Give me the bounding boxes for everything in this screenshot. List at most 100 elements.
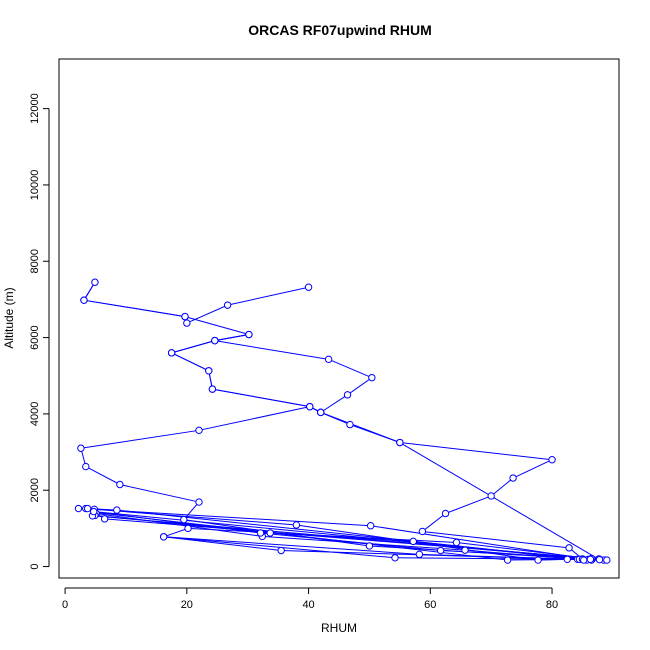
data-point	[317, 408, 325, 417]
series-segment	[320, 411, 401, 443]
x-tick-label: 80	[546, 599, 558, 611]
y-tick-label: 12000	[29, 93, 41, 124]
data-point	[183, 319, 191, 327]
data-point	[82, 462, 90, 471]
y-tick-label: 0	[29, 563, 41, 569]
data-point	[306, 402, 314, 411]
series-segment	[212, 388, 310, 408]
data-point	[586, 555, 595, 564]
series-segment	[399, 442, 600, 561]
plot-frame	[58, 58, 620, 579]
series-segment	[83, 299, 186, 318]
data-point	[304, 283, 313, 291]
series-segment	[445, 495, 492, 514]
series-segment	[119, 484, 200, 503]
data-point	[74, 504, 83, 513]
series-segment	[260, 532, 441, 552]
y-axis-label: Altitude (m)	[2, 287, 16, 348]
data-point	[205, 367, 213, 375]
series-segment	[171, 352, 209, 372]
x-tick-label: 40	[302, 599, 314, 611]
data-point	[563, 555, 571, 564]
series-segment	[347, 377, 373, 396]
data-point	[100, 515, 109, 523]
series-segment	[163, 527, 189, 538]
data-point	[409, 537, 417, 546]
data-point	[534, 556, 542, 564]
x-tick-label: 20	[181, 599, 193, 611]
data-point	[113, 506, 121, 514]
series-segment	[422, 530, 570, 549]
data-point	[603, 556, 611, 564]
series-segment	[198, 406, 310, 431]
series-segment	[490, 477, 514, 497]
data-point	[77, 444, 85, 452]
series-segment	[320, 394, 348, 413]
data-point	[346, 420, 354, 429]
data-point	[441, 509, 450, 518]
data-point	[159, 533, 168, 541]
data-point	[391, 554, 399, 562]
chart-title: ORCAS RF07upwind RHUM	[248, 22, 432, 38]
data-point	[418, 527, 427, 536]
data-point	[452, 538, 461, 547]
x-axis-label: RHUM	[321, 621, 357, 635]
data-point	[548, 455, 556, 464]
series-segment	[94, 508, 297, 526]
data-point	[167, 349, 176, 357]
y-tick-label: 2000	[29, 478, 41, 502]
y-tick-label: 8000	[29, 249, 41, 273]
series-segment	[184, 316, 250, 336]
data-point	[245, 330, 253, 339]
series-segment	[512, 459, 553, 479]
series-lines	[78, 281, 607, 561]
series-segment	[183, 519, 370, 547]
data-point	[509, 474, 517, 482]
data-point	[292, 521, 301, 529]
data-point	[368, 373, 376, 382]
series-segment	[214, 340, 329, 360]
data-point	[365, 542, 374, 550]
series-segment	[163, 536, 282, 552]
y-tick-label: 4000	[29, 402, 41, 426]
data-point	[195, 498, 203, 506]
y-tick-label: 6000	[29, 325, 41, 349]
series-segment	[93, 511, 261, 534]
data-point	[195, 426, 203, 435]
data-point	[324, 355, 333, 364]
data-point	[116, 480, 124, 489]
series-segment	[171, 340, 215, 354]
data-point	[184, 524, 192, 533]
data-point	[415, 550, 424, 559]
y-axis: 0 2000 4000 6000 8000 10000 12000	[29, 93, 50, 570]
series-segment	[80, 429, 200, 449]
data-point	[595, 555, 604, 564]
data-point	[180, 515, 188, 524]
series-segment	[94, 508, 371, 527]
data-point	[461, 546, 469, 554]
series-segment	[186, 304, 228, 324]
data-point	[91, 278, 99, 286]
data-point	[579, 556, 588, 564]
series-segment	[328, 358, 373, 379]
data-point	[83, 504, 92, 513]
x-tick-label: 60	[424, 599, 436, 611]
y-tick-label: 10000	[29, 170, 41, 201]
series-segment	[163, 536, 396, 559]
series-segment	[214, 334, 250, 342]
data-point	[366, 522, 375, 530]
x-axis: 0 20 40 60 80	[62, 587, 558, 611]
data-point	[80, 296, 88, 304]
series-segment	[394, 557, 580, 560]
data-point	[223, 301, 232, 309]
data-point	[343, 391, 352, 399]
data-point	[211, 336, 219, 345]
data-point	[503, 556, 512, 564]
series-segment	[227, 286, 309, 306]
data-point	[396, 438, 404, 447]
data-point	[208, 385, 217, 393]
data-point	[277, 546, 285, 555]
data-point	[565, 544, 573, 552]
series-points	[74, 278, 611, 564]
